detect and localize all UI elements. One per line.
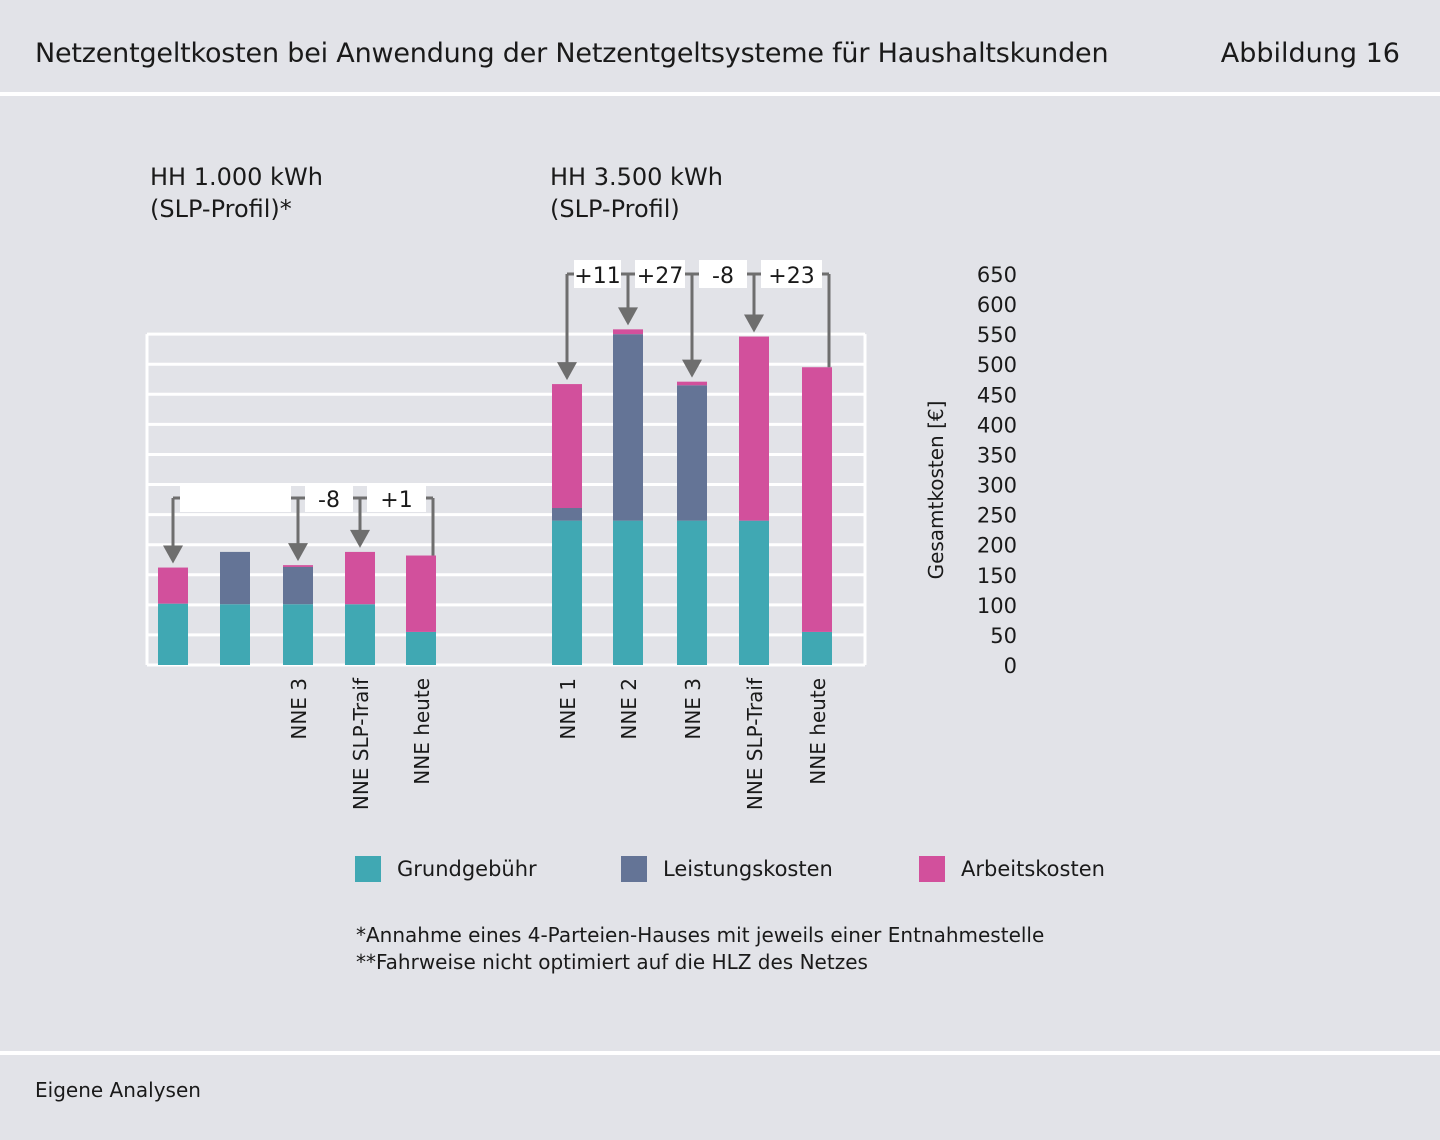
- y-tick-label: 500: [977, 353, 1017, 377]
- source-note: Eigene Analysen: [35, 1078, 201, 1102]
- group-subtitle: (SLP-Profil)*: [150, 195, 292, 223]
- bar-segment-arbeitskosten: [739, 336, 769, 521]
- bar-segment-grundgebuehr: [345, 604, 375, 665]
- delta-arrow-head: [618, 307, 638, 326]
- delta-label: +23: [768, 264, 814, 289]
- delta-arrow-head: [744, 314, 764, 333]
- footnote: **Fahrweise nicht optimiert auf die HLZ …: [356, 950, 868, 974]
- delta-label: -8: [712, 264, 734, 289]
- bar-segment-grundgebuehr: [283, 604, 313, 665]
- bar-segment-leistungskosten: [220, 551, 250, 605]
- bar-segment-leistungskosten: [283, 566, 313, 605]
- x-tick-label: NNE heute: [806, 678, 830, 785]
- bars: [158, 329, 832, 665]
- delta-label-box: [574, 260, 621, 288]
- bar-segment-arbeitskosten: [677, 381, 707, 386]
- bar-segment-leistungskosten: [613, 334, 643, 521]
- y-tick-label: 550: [977, 323, 1017, 347]
- y-tick-label: 600: [977, 293, 1017, 317]
- bar-segment-grundgebuehr: [158, 603, 188, 665]
- legend-item-leistungskosten: Leistungskosten: [621, 856, 833, 882]
- figure-label: Abbildung 16: [1220, 38, 1400, 69]
- group-title: HH 3.500 kWh: [550, 163, 723, 191]
- delta-label: -8: [318, 488, 340, 513]
- delta-label-box: [305, 484, 353, 512]
- delta-label-box: [699, 260, 747, 288]
- group-subtitle: (SLP-Profil): [550, 195, 680, 223]
- bar-segment-grundgebuehr: [613, 520, 643, 665]
- delta-arrow-head: [557, 362, 577, 381]
- bar-segment-grundgebuehr: [552, 520, 582, 665]
- group-title: HH 1.000 kWh: [150, 163, 323, 191]
- y-tick-label: 250: [977, 504, 1017, 528]
- y-axis-title: Gesamtkosten [€]: [924, 401, 948, 580]
- y-tick-label: 150: [977, 564, 1017, 588]
- delta-arrow-head: [350, 529, 370, 548]
- delta-label: +1: [380, 488, 412, 513]
- legend-label: Leistungskosten: [663, 857, 833, 881]
- delta-arrow-head: [682, 359, 702, 378]
- delta-label-box: [761, 260, 822, 288]
- top-divider: [0, 92, 1440, 96]
- delta-label-box: [180, 484, 291, 512]
- y-tick-label: 450: [977, 383, 1017, 407]
- legend-label: Grundgebühr: [397, 857, 537, 881]
- x-tick-label: NNE 3: [287, 678, 311, 740]
- bar-segment-arbeitskosten: [802, 367, 832, 632]
- bar-segment-grundgebuehr: [220, 604, 250, 665]
- page-title: Netzentgeltkosten bei Anwendung der Netz…: [35, 38, 1109, 69]
- x-tick-label: NNE 1: [556, 678, 580, 740]
- delta-label-box: [367, 484, 426, 512]
- legend-swatch: [621, 856, 647, 882]
- x-tick-label: NNE 3: [681, 678, 705, 740]
- x-tick-label: NNE SLP-Traif: [743, 677, 767, 810]
- delta-label: +11: [574, 264, 620, 289]
- y-tick-label: 650: [977, 263, 1017, 287]
- bar-segment-arbeitskosten: [158, 567, 188, 604]
- legend-swatch: [355, 856, 381, 882]
- bottom-divider: [0, 1051, 1440, 1055]
- delta-label-box: [635, 260, 685, 288]
- y-tick-label: 100: [977, 594, 1017, 618]
- x-tick-label: NNE SLP-Traif: [349, 677, 373, 810]
- bar-segment-grundgebuehr: [802, 631, 832, 665]
- y-tick-label: 400: [977, 413, 1017, 437]
- bar-segment-leistungskosten: [677, 385, 707, 521]
- y-tick-label: 0: [1004, 654, 1017, 678]
- bar-segment-grundgebuehr: [739, 520, 769, 665]
- delta-arrows: [163, 272, 831, 564]
- footnotes: *Annahme eines 4-Parteien-Hauses mit jew…: [356, 922, 1044, 976]
- bar-segment-arbeitskosten: [283, 565, 313, 567]
- y-tick-label: 350: [977, 443, 1017, 467]
- bar-segment-arbeitskosten: [552, 384, 582, 508]
- bar-segment-arbeitskosten: [345, 551, 375, 605]
- y-tick-label: 200: [977, 534, 1017, 558]
- x-tick-label: NNE 2: [617, 678, 641, 740]
- bar-segment-arbeitskosten: [406, 555, 436, 632]
- y-tick-label: 300: [977, 474, 1017, 498]
- bar-segment-arbeitskosten: [613, 329, 643, 335]
- bar-segment-grundgebuehr: [677, 520, 707, 665]
- labels: 0 50 100 150 200 250 300 350 400 450 500 550 600 650 G…: [150, 163, 1017, 810]
- legend-label: Arbeitskosten: [961, 857, 1105, 881]
- y-tick-label: 50: [990, 624, 1017, 648]
- delta-label: +27: [637, 264, 683, 289]
- delta-arrow-head: [163, 545, 183, 564]
- bar-segment-leistungskosten: [552, 507, 582, 521]
- legend-item-grundgebuehr: Grundgebühr: [355, 856, 537, 882]
- header: Netzentgeltkosten bei Anwendung der Netz…: [0, 0, 1440, 92]
- footnote: *Annahme eines 4-Parteien-Hauses mit jew…: [356, 923, 1045, 947]
- bar-segment-grundgebuehr: [406, 631, 436, 665]
- legend-swatch: [919, 856, 945, 882]
- legend-item-arbeitskosten: Arbeitskosten: [919, 856, 1105, 882]
- x-tick-label: NNE heute: [410, 678, 434, 785]
- delta-arrow-head: [288, 543, 308, 562]
